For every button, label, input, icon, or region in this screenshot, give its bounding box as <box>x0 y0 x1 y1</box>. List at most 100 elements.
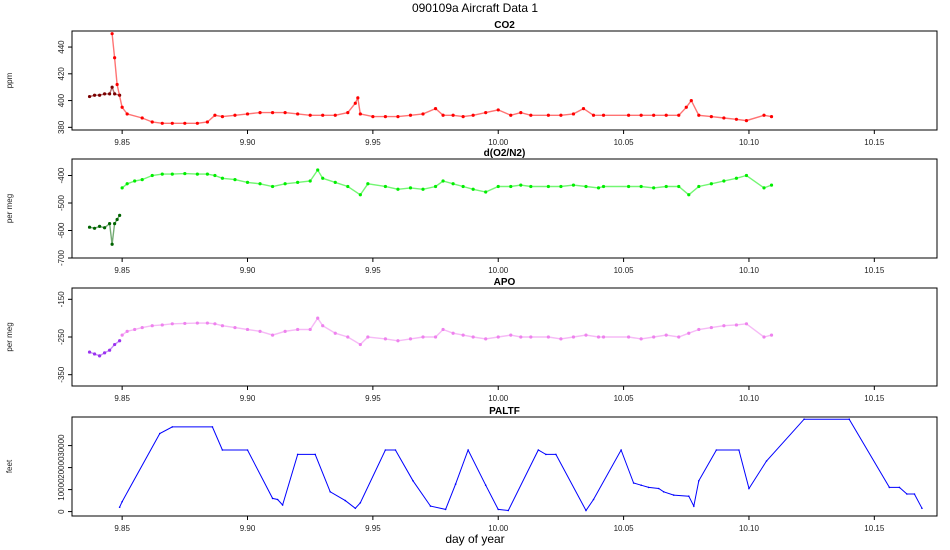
chart-panel-4: PALTF 9.85 9.90 9.95 10.00 10.05 10.10 10.15 0 10… <box>5 406 938 533</box>
data-point <box>102 351 107 355</box>
data-point <box>652 113 656 117</box>
data-point <box>344 499 347 502</box>
data-point <box>102 226 107 230</box>
data-point <box>233 178 237 182</box>
data-point <box>441 179 445 183</box>
data-point <box>233 113 237 117</box>
data-point <box>657 487 660 490</box>
data-point <box>484 484 487 487</box>
x-tick-label: 10.15 <box>864 138 885 147</box>
data-point <box>689 98 693 103</box>
data-point <box>496 335 500 339</box>
data-point <box>120 186 124 190</box>
data-point <box>906 493 908 495</box>
x-tick-label: 9.90 <box>240 266 256 275</box>
data-point <box>321 176 325 180</box>
x-tick-label: 10.10 <box>739 266 760 275</box>
data-point <box>546 113 550 117</box>
data-point <box>738 449 740 451</box>
y-tick-label: -500 <box>57 194 66 211</box>
chart-panel-2: d(O2/N2) 9.85 9.90 9.95 10.00 10.05 10.10 10.15… <box>5 148 938 275</box>
y-tick-label: -600 <box>57 222 66 239</box>
data-point <box>484 111 488 115</box>
data-point <box>559 113 563 117</box>
y-tick-label: -150 <box>57 291 66 308</box>
data-point <box>120 333 124 337</box>
y-tick-label: 30000 <box>57 434 66 457</box>
chart-panel-1: CO2 9.85 9.90 9.95 10.00 10.05 10.10 10.15 380 40… <box>5 20 938 147</box>
x-tick-label: 10.15 <box>864 394 885 403</box>
x-tick-label: 9.85 <box>114 394 130 403</box>
data-point <box>384 449 387 451</box>
plot-frame <box>71 30 938 131</box>
data-point <box>697 327 701 332</box>
x-tick-label: 10.15 <box>864 266 885 275</box>
data-point <box>125 329 129 333</box>
data-point <box>183 321 187 326</box>
data-point <box>87 94 92 99</box>
panel-title: d(O2/N2) <box>484 148 526 159</box>
x-tick-label: 10.00 <box>488 394 509 403</box>
data-point <box>333 331 337 335</box>
data-point <box>140 325 144 330</box>
data-point <box>113 92 117 96</box>
x-tick-label: 10.00 <box>488 138 509 147</box>
data-point <box>509 333 513 337</box>
data-point <box>592 498 595 501</box>
data-point <box>213 322 217 326</box>
data-point <box>888 486 891 489</box>
y-axis-label: ppm <box>5 72 14 88</box>
x-tick-label: 9.85 <box>114 266 130 275</box>
data-point <box>213 113 217 117</box>
data-point <box>220 115 225 119</box>
data-point <box>596 335 601 339</box>
data-point <box>672 494 675 496</box>
data-point <box>140 178 144 182</box>
data-point <box>509 113 513 117</box>
data-point <box>246 449 249 451</box>
data-point <box>396 187 400 191</box>
data-point <box>769 115 774 119</box>
data-point <box>484 190 488 194</box>
data-point <box>652 335 656 339</box>
data-point <box>133 179 137 183</box>
data-point <box>421 335 425 339</box>
data-point <box>507 509 510 512</box>
data-point <box>329 491 332 493</box>
data-point <box>245 327 250 332</box>
y-tick-label: -400 <box>57 167 66 184</box>
data-point <box>221 449 224 451</box>
data-point <box>744 322 749 326</box>
data-point <box>125 112 129 116</box>
data-point <box>296 112 300 116</box>
x-tick-label: 10.00 <box>488 524 509 533</box>
data-point <box>283 111 287 115</box>
data-point <box>722 324 726 328</box>
data-point <box>454 483 457 485</box>
x-tick-label: 9.85 <box>114 524 130 533</box>
data-point <box>396 115 400 119</box>
data-point <box>213 173 217 178</box>
data-point <box>97 93 102 97</box>
data-point <box>92 352 97 356</box>
panel-title: APO <box>494 277 516 288</box>
x-tick-label: 10.05 <box>614 266 635 275</box>
data-point <box>601 335 606 339</box>
data-point <box>108 92 112 96</box>
series-trace <box>121 168 772 196</box>
data-point <box>358 342 362 347</box>
data-point <box>677 184 681 189</box>
data-point <box>519 335 523 339</box>
data-point <box>233 325 237 330</box>
data-point <box>205 120 209 124</box>
data-point <box>97 354 102 358</box>
data-point <box>664 333 668 337</box>
data-point <box>584 333 588 337</box>
data-point <box>559 184 563 189</box>
data-point <box>195 172 199 176</box>
data-point <box>734 117 739 121</box>
data-point <box>150 324 154 328</box>
y-tick-label: -250 <box>57 328 66 345</box>
data-point <box>601 113 606 117</box>
data-point <box>471 187 475 191</box>
